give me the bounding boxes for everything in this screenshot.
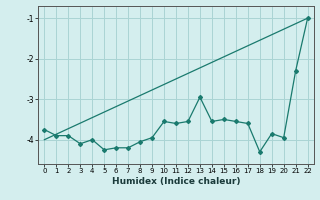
X-axis label: Humidex (Indice chaleur): Humidex (Indice chaleur) bbox=[112, 177, 240, 186]
